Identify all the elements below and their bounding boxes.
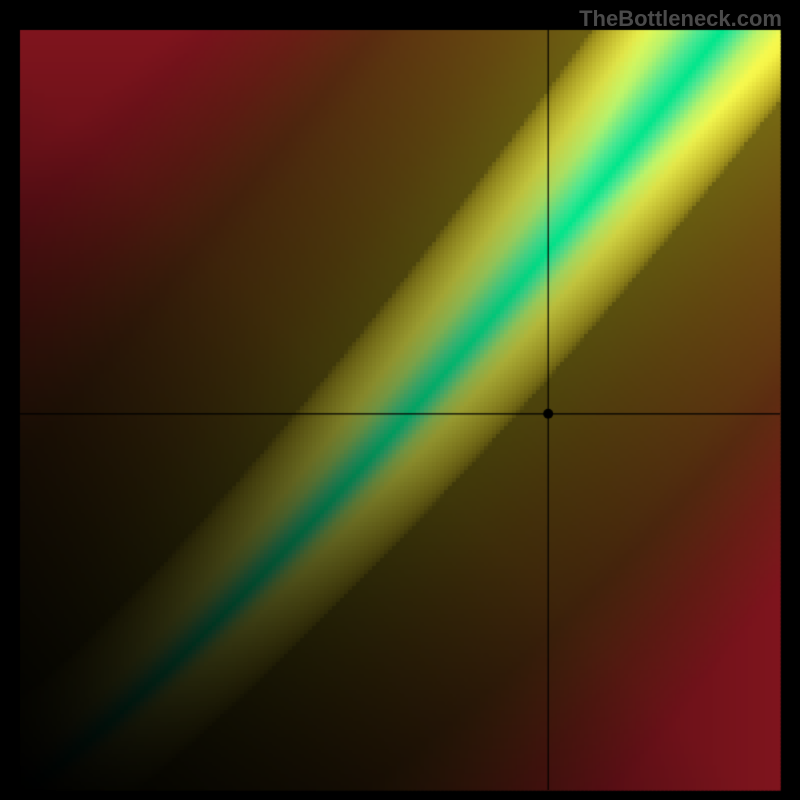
watermark-text: TheBottleneck.com	[579, 6, 782, 32]
bottleneck-heatmap	[0, 0, 800, 800]
